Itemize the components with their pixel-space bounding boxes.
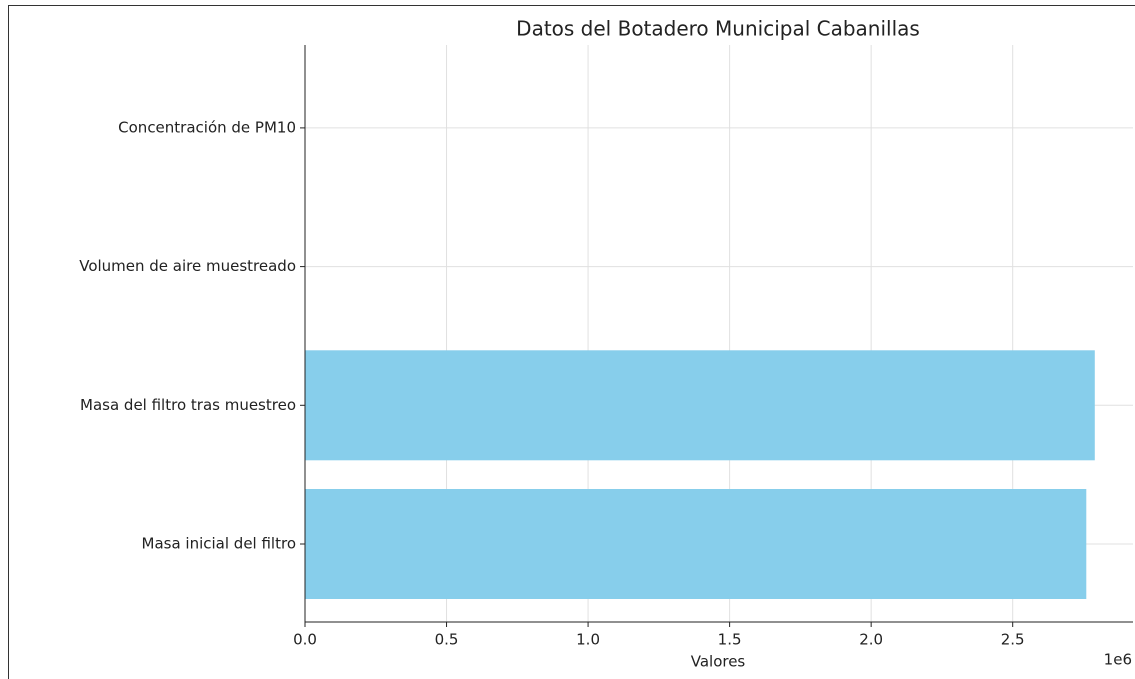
y-tick-label: Concentración de PM10: [118, 118, 296, 136]
frame: [8, 5, 1135, 679]
x-tick-label: 0.0: [293, 631, 317, 649]
y-tick-label: Volumen de aire muestreado: [79, 257, 296, 275]
chart-title: Datos del Botadero Municipal Cabanillas: [516, 17, 920, 41]
x-tick-label: 0.5: [435, 631, 459, 649]
bar: [305, 350, 1095, 461]
x-axis-label: Valores: [691, 653, 746, 671]
x-tick-label: 1.5: [718, 631, 742, 649]
x-tick-label: 2.0: [859, 631, 883, 649]
x-tick-label: 1.0: [576, 631, 600, 649]
x-offset-label: 1e6: [1104, 651, 1132, 669]
y-tick-label: Masa del filtro tras muestreo: [80, 396, 296, 414]
x-tick-label: 2.5: [1001, 631, 1025, 649]
y-tick-label: Masa inicial del filtro: [142, 535, 297, 553]
bar: [305, 489, 1087, 599]
